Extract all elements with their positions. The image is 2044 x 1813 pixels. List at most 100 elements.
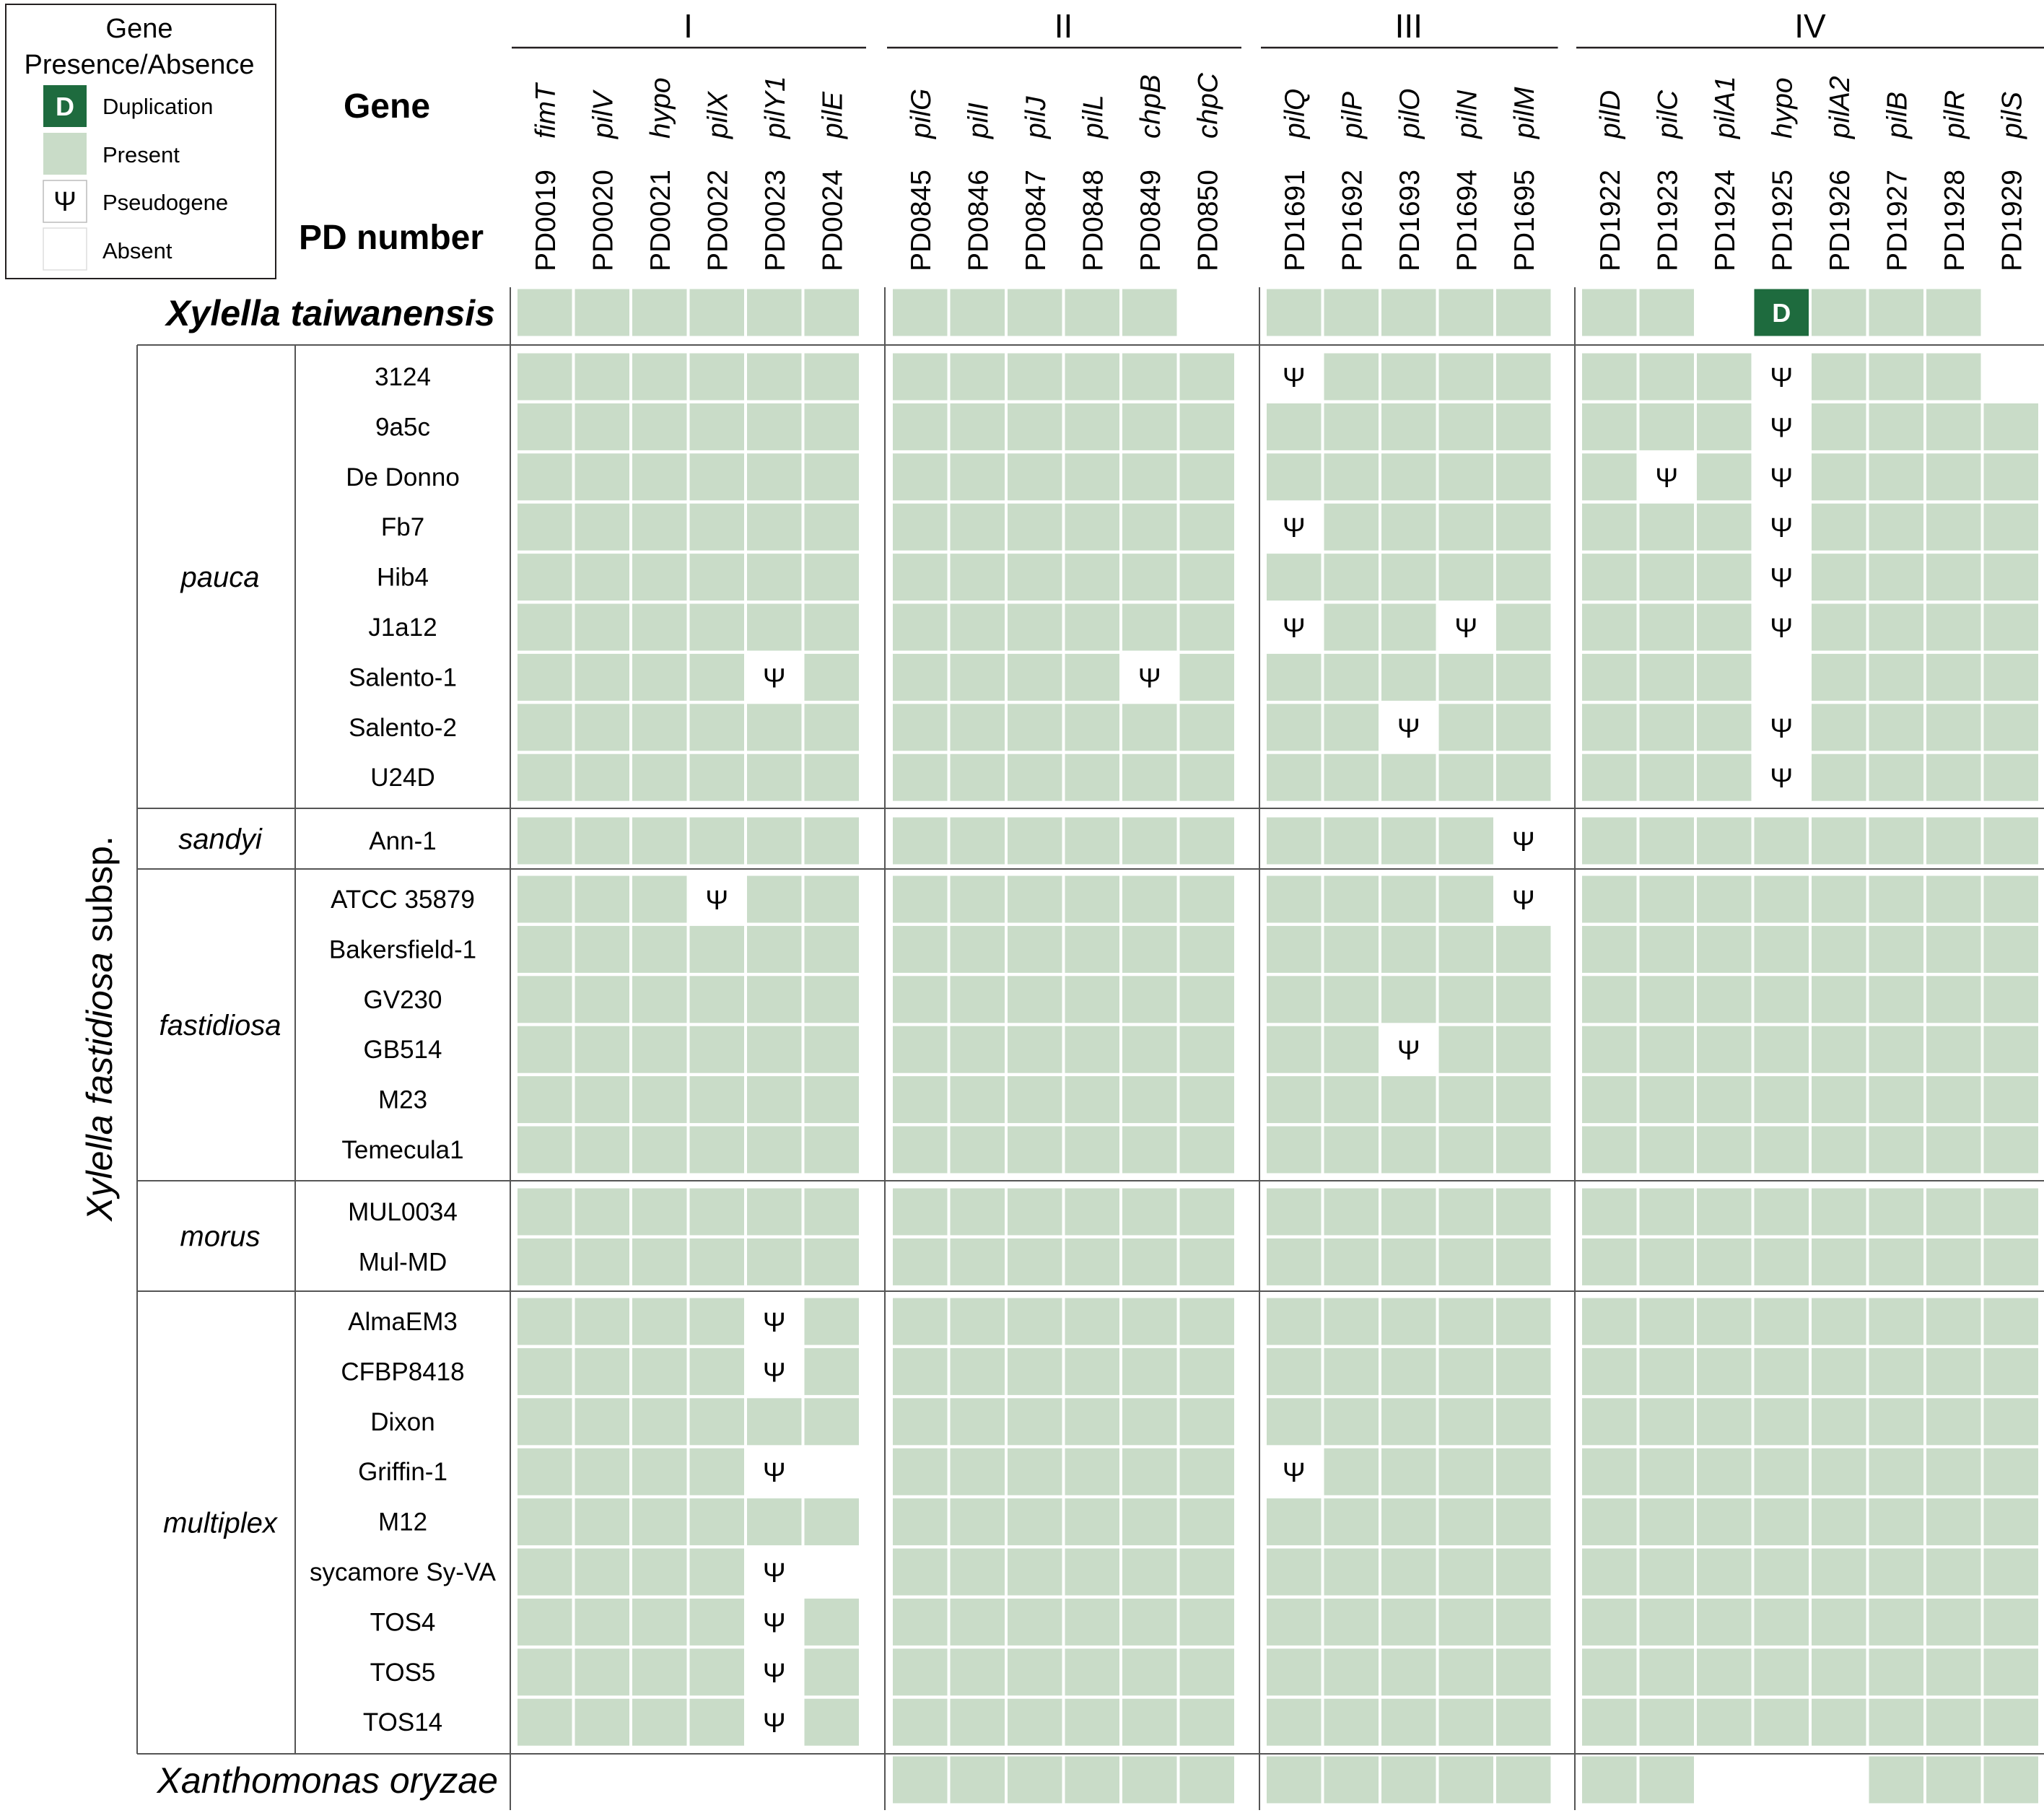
gene-name-label: chpB — [1135, 74, 1166, 139]
legend-present-label: Present — [102, 142, 180, 167]
cell-u24d-pd1922-present — [1582, 753, 1637, 801]
cell-mul0034-pd0021-present — [632, 1188, 687, 1236]
pd-number-label: PD0849 — [1135, 170, 1166, 271]
cell-j1a12-pd1926-present — [1812, 603, 1866, 651]
cell-9a5c-pd1924-present — [1697, 403, 1752, 450]
cell-ann-1-pd1694-present — [1438, 817, 1493, 865]
cell-gv230-pd1691-present — [1267, 976, 1322, 1023]
cell-almaem3-pd1692-present — [1324, 1298, 1379, 1345]
cell-temecula1-pd1694-present — [1438, 1126, 1493, 1174]
gene-name-label: hypo — [1767, 77, 1798, 139]
cell-salento-2-pd1929-present — [1983, 704, 2038, 751]
cell-xylella-taiwanensis-pd0849-present — [1122, 289, 1177, 336]
cell-tos4-pd0021-present — [632, 1598, 687, 1646]
cell-m23-pd0024-present — [804, 1076, 859, 1124]
cell-m12-pd0020-present — [575, 1498, 629, 1546]
cell-tos5-pd0849-present — [1122, 1648, 1177, 1696]
cell-9a5c-pd1692-present — [1324, 403, 1379, 450]
gene-name-label: pilR — [1939, 90, 1970, 139]
pd-number-label: PD1929 — [1996, 170, 2027, 271]
cell-temecula1-pd0019-present — [517, 1126, 572, 1174]
strain-label-de-donno: De Donno — [346, 463, 460, 492]
cell-temecula1-pd0849-present — [1122, 1126, 1177, 1174]
cell-de-donno-pd1928-present — [1926, 453, 1981, 501]
strain-label-sycamore-sy-va: sycamore Sy-VA — [310, 1558, 497, 1586]
cell-salento-2-pd1927-present — [1869, 704, 1923, 751]
cell-temecula1-pd0021-present — [632, 1126, 687, 1174]
cell-3124-pd1928-present — [1926, 353, 1981, 401]
cell-m23-pd1925-present — [1754, 1076, 1809, 1124]
cell-cfbp8418-pd1924-present — [1697, 1347, 1752, 1395]
cell-gv230-pd1693-present — [1381, 976, 1436, 1023]
cell-9a5c-pd1694-present — [1438, 403, 1493, 450]
cell-dixon-pd0021-present — [632, 1398, 687, 1446]
cell-9a5c-pd0024-present — [804, 403, 859, 450]
cell-tos5-pd0848-present — [1065, 1648, 1119, 1696]
cell-de-donno-pd0024-present — [804, 453, 859, 501]
cell-u24d-pd0021-present — [632, 753, 687, 801]
cell-salento-1-pd0850-present — [1179, 653, 1234, 701]
cell-sycamore-sy-va-pd0849-present — [1122, 1548, 1177, 1596]
strain-label-cfbp8418: CFBP8418 — [341, 1358, 464, 1386]
cell-sycamore-sy-va-pd0020-present — [575, 1548, 629, 1596]
cell-ann-1-pd1692-present — [1324, 817, 1379, 865]
cell-m23-pd1929-present — [1983, 1076, 2038, 1124]
cell-tos5-pd0846-present — [950, 1648, 1005, 1696]
cell-hib4-pd0023-present — [747, 554, 802, 601]
cell-salento-1-pd0846-present — [950, 653, 1005, 701]
cell-sycamore-sy-va-pd0845-present — [893, 1548, 948, 1596]
cell-tos14-pd1695-present — [1496, 1698, 1551, 1746]
cell-dixon-pd0020-present — [575, 1398, 629, 1446]
strain-label-salento-2: Salento-2 — [349, 714, 457, 742]
cell-bakersfield-1-pd1694-present — [1438, 925, 1493, 973]
cell-almaem3-pd0845-present — [893, 1298, 948, 1345]
cell-mul0034-pd0019-present — [517, 1188, 572, 1236]
cell-hib4-pd0846-present — [950, 554, 1005, 601]
cell-tos14-pd1929-present — [1983, 1698, 2038, 1746]
cell-xylella-taiwanensis-pd1926-present — [1812, 289, 1866, 336]
cell-de-donno-pd1695-present — [1496, 453, 1551, 501]
cell-ann-1-pd0850-present — [1179, 817, 1234, 865]
cell-cfbp8418-pd0020-present — [575, 1347, 629, 1395]
cell-temecula1-pd1925-present — [1754, 1126, 1809, 1174]
cell-m23-pd0847-present — [1008, 1076, 1062, 1124]
cell-tos14-pd0846-present — [950, 1698, 1005, 1746]
cell-j1a12-pd0024-present — [804, 603, 859, 651]
cell-griffin-1-pd0845-present — [893, 1448, 948, 1495]
cell-dixon-pd1928-present — [1926, 1398, 1981, 1446]
cell-fb7-pd0023-present — [747, 503, 802, 551]
cell-mul0034-pd0023-present — [747, 1188, 802, 1236]
cell-tos14-pd1693-present — [1381, 1698, 1436, 1746]
cell-bakersfield-1-pd1691-present — [1267, 925, 1322, 973]
cell-salento-1-pd1923-present — [1639, 653, 1694, 701]
cell-9a5c-pd0850-present — [1179, 403, 1234, 450]
cell-salento-1-pd1695-present — [1496, 653, 1551, 701]
cell-m12-pd0022-present — [689, 1498, 744, 1546]
cell-j1a12-pd1927-present — [1869, 603, 1923, 651]
cell-tos5-pd0020-present — [575, 1648, 629, 1696]
cell-griffin-1-pd1923-present — [1639, 1448, 1694, 1495]
cell-temecula1-pd1927-present — [1869, 1126, 1923, 1174]
cell-almaem3-pd1925-present — [1754, 1298, 1809, 1345]
cell-mul0034-pd0848-present — [1065, 1188, 1119, 1236]
cell-xanthomonas-oryzae-pd0848-present — [1065, 1756, 1119, 1804]
cell-u24d-pd1695-present — [1496, 753, 1551, 801]
cell-j1a12-pd0845-present — [893, 603, 948, 651]
gene-name-label: pilO — [1394, 89, 1425, 139]
cell-temecula1-pd1924-present — [1697, 1126, 1752, 1174]
cell-tos14-pd1924-present — [1697, 1698, 1752, 1746]
cell-j1a12-pd0847-present — [1008, 603, 1062, 651]
cell-griffin-1-pd0848-present — [1065, 1448, 1119, 1495]
cell-9a5c-pd1693-present — [1381, 403, 1436, 450]
legend-present-swatch — [43, 133, 87, 175]
cell-tos5-pd1691-present — [1267, 1648, 1322, 1696]
cell-fb7-pd0845-present — [893, 503, 948, 551]
cell-sycamore-sy-va-pd0021-present — [632, 1548, 687, 1596]
cell-mul-md-pd0024-present — [804, 1238, 859, 1285]
cell-u24d-pd1693-present — [1381, 753, 1436, 801]
cell-j1a12-pd1923-present — [1639, 603, 1694, 651]
cell-m12-pd0024-present — [804, 1498, 859, 1546]
cell-mul-md-pd0022-present — [689, 1238, 744, 1285]
cell-atcc-35879-pd0848-present — [1065, 875, 1119, 923]
